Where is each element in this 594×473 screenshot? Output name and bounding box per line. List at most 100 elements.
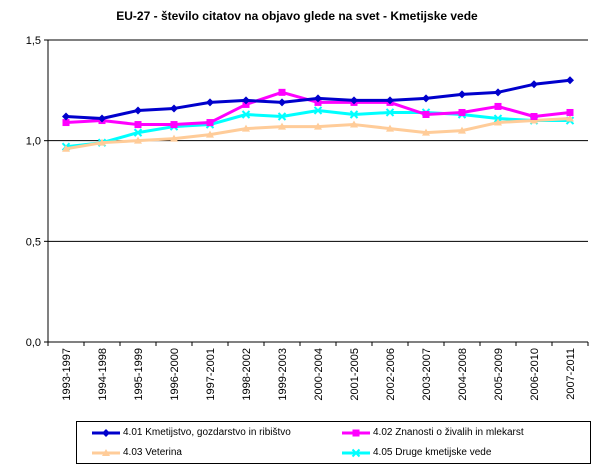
series bbox=[62, 114, 574, 152]
data-point bbox=[98, 138, 106, 146]
data-point bbox=[241, 110, 251, 119]
data-point-stroke bbox=[313, 106, 323, 115]
data-point bbox=[98, 114, 106, 123]
data-point bbox=[352, 429, 360, 436]
data-point bbox=[134, 121, 142, 129]
data-point bbox=[422, 128, 430, 136]
x-tick-label: 2001-2005 bbox=[349, 348, 361, 401]
legend-item: 4.02 Znanosti o živalih in mlekarst bbox=[341, 427, 524, 438]
legend-item: 4.03 Veterina bbox=[91, 447, 182, 458]
data-point bbox=[350, 120, 358, 128]
data-point bbox=[566, 76, 574, 85]
legend: 4.01 Kmetijstvo, gozdarstvo in ribištvo 4… bbox=[76, 421, 591, 464]
x-tick-label: 1996-2000 bbox=[169, 348, 181, 401]
data-point-stroke bbox=[385, 108, 395, 117]
y-tick-label: 0,0 bbox=[26, 337, 41, 349]
data-point bbox=[566, 114, 574, 122]
legend-swatch bbox=[92, 428, 120, 437]
data-point bbox=[422, 110, 430, 118]
data-point bbox=[493, 114, 503, 123]
x-tick-label: 1993-1997 bbox=[61, 348, 73, 401]
x-tick-label: 1997-2001 bbox=[205, 348, 217, 401]
data-point-stroke bbox=[133, 128, 143, 137]
data-point bbox=[242, 96, 250, 105]
x-tick-label: 2004-2008 bbox=[457, 348, 469, 401]
x-tick-labels: 1993-1997 1994-1998 1995-1999 1996-2000 1997… bbox=[61, 348, 577, 401]
data-point-stroke bbox=[241, 110, 251, 119]
data-point bbox=[458, 90, 466, 99]
data-point bbox=[134, 136, 142, 144]
data-point bbox=[242, 124, 250, 132]
data-point bbox=[170, 121, 178, 129]
x-tick-label: 1995-1999 bbox=[133, 348, 145, 401]
data-point bbox=[458, 108, 466, 116]
data-point-stroke bbox=[351, 448, 361, 457]
data-point-stroke bbox=[493, 114, 503, 123]
data-point bbox=[278, 98, 286, 107]
data-point bbox=[242, 100, 250, 108]
data-point bbox=[349, 110, 359, 119]
data-point bbox=[350, 96, 358, 105]
chart-title: EU-27 - število citatov na objavo glede … bbox=[116, 9, 478, 23]
series-lines bbox=[61, 76, 575, 152]
data-point-stroke bbox=[277, 112, 287, 121]
data-point bbox=[133, 128, 143, 137]
data-point bbox=[494, 102, 502, 110]
data-point bbox=[62, 112, 70, 121]
x-tick-label: 1998-2002 bbox=[241, 348, 253, 401]
data-point bbox=[386, 96, 394, 105]
data-point bbox=[494, 118, 502, 126]
data-point bbox=[62, 144, 70, 152]
legend-label: 4.01 Kmetijstvo, gozdarstvo in ribištvo bbox=[123, 427, 291, 438]
y-tick-label: 0,5 bbox=[26, 236, 41, 248]
legend-swatch bbox=[342, 429, 370, 436]
legend-swatch bbox=[92, 448, 120, 456]
x-tick-label: 2003-2007 bbox=[421, 348, 433, 401]
x-tick-label: 2005-2009 bbox=[493, 348, 505, 401]
data-point bbox=[314, 94, 322, 103]
data-point bbox=[313, 106, 323, 115]
data-point bbox=[314, 122, 322, 130]
data-point bbox=[62, 119, 70, 127]
x-tick-label: 2006-2010 bbox=[529, 348, 541, 401]
data-point bbox=[278, 122, 286, 130]
data-point-stroke bbox=[349, 110, 359, 119]
data-point bbox=[530, 113, 538, 121]
x-tick-label: 2000-2004 bbox=[313, 348, 325, 401]
legend-label: 4.03 Veterina bbox=[123, 447, 182, 458]
data-point bbox=[102, 448, 110, 456]
x-tick-label: 2007-2011 bbox=[565, 348, 577, 400]
data-point bbox=[458, 126, 466, 134]
legend-label: 4.05 Druge kmetijske vede bbox=[373, 447, 492, 458]
data-point bbox=[170, 104, 178, 113]
x-tick-label: 2002-2006 bbox=[385, 348, 397, 401]
x-tick-label: 1999-2003 bbox=[277, 348, 289, 401]
legend-item: 4.05 Druge kmetijske vede bbox=[341, 447, 491, 458]
data-point bbox=[206, 130, 214, 138]
series bbox=[62, 76, 574, 123]
y-tick-labels: 0,0 0,5 1,0 1,5 bbox=[26, 35, 41, 349]
y-tick-label: 1,0 bbox=[26, 136, 41, 148]
data-point bbox=[351, 448, 361, 457]
data-point bbox=[530, 80, 538, 89]
axes bbox=[44, 39, 589, 346]
data-point bbox=[102, 428, 110, 437]
data-point bbox=[206, 119, 214, 127]
data-point bbox=[386, 124, 394, 132]
data-point bbox=[134, 106, 142, 115]
data-point bbox=[385, 108, 395, 117]
data-point bbox=[206, 98, 214, 107]
data-point bbox=[277, 112, 287, 121]
data-point bbox=[278, 88, 286, 96]
data-point bbox=[170, 134, 178, 142]
data-point bbox=[494, 88, 502, 97]
data-point bbox=[422, 94, 430, 103]
x-tick-label: 1994-1998 bbox=[97, 348, 109, 401]
legend-label: 4.02 Znanosti o živalih in mlekarst bbox=[373, 427, 524, 438]
data-point bbox=[566, 108, 574, 116]
y-tick-label: 1,5 bbox=[26, 35, 41, 47]
data-point bbox=[314, 98, 322, 106]
legend-swatch bbox=[342, 448, 370, 457]
data-point bbox=[530, 116, 538, 124]
